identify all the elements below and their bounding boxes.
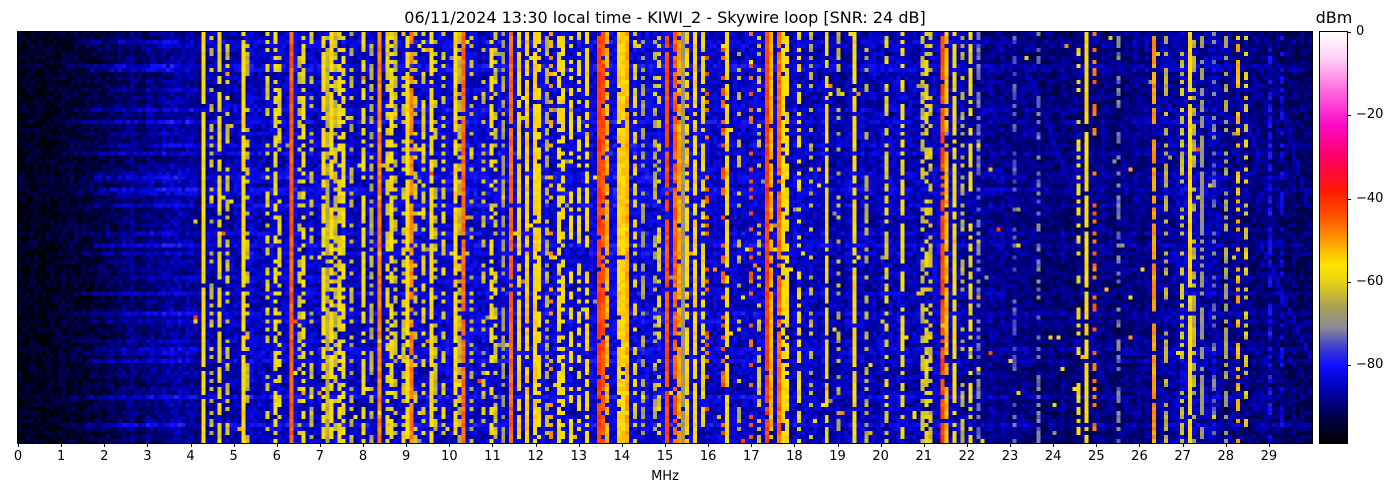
x-tick-label: 24 xyxy=(1044,449,1062,464)
x-tick-mark xyxy=(1182,443,1184,447)
waterfall-heatmap xyxy=(18,32,1312,443)
x-tick-mark xyxy=(18,443,19,447)
colorbar-tick-label: −20 xyxy=(1356,107,1384,123)
x-tick-label: 12 xyxy=(527,449,544,464)
x-tick-mark xyxy=(665,443,666,447)
x-tick-label: 2 xyxy=(100,449,109,464)
x-tick-label: 1 xyxy=(56,449,66,464)
x-tick-label: 4 xyxy=(186,449,195,464)
plot-frame xyxy=(17,31,1313,444)
x-tick-mark xyxy=(923,443,925,447)
x-tick-mark xyxy=(751,443,753,447)
x-tick-label: 25 xyxy=(1088,449,1105,464)
x-tick-label: 20 xyxy=(872,449,889,464)
x-axis-label: MHz xyxy=(651,469,679,484)
x-tick-mark xyxy=(1139,443,1141,447)
colorbar-tick-label: −80 xyxy=(1356,357,1384,373)
x-tick-label: 0 xyxy=(13,449,23,464)
x-tick-label: 29 xyxy=(1260,449,1278,464)
x-tick-label: 7 xyxy=(315,449,325,464)
x-tick-label: 16 xyxy=(699,449,717,464)
colorbar-gradient xyxy=(1320,32,1347,443)
x-tick-label: 18 xyxy=(786,449,803,464)
x-tick-label: 15 xyxy=(656,449,674,464)
x-tick-mark xyxy=(61,443,63,447)
colorbar-tick-label: −40 xyxy=(1356,190,1384,206)
x-tick-mark xyxy=(363,443,365,447)
x-tick-label: 5 xyxy=(229,449,238,464)
x-tick-mark xyxy=(190,443,192,447)
colorbar-tick-mark xyxy=(1347,282,1351,284)
x-tick-mark xyxy=(147,443,149,447)
x-tick-mark xyxy=(1096,443,1098,447)
x-tick-mark xyxy=(276,443,278,447)
x-tick-mark xyxy=(794,443,796,447)
x-tick-label: 13 xyxy=(570,449,587,464)
chart-title: 06/11/2024 13:30 local time - KIWI_2 - S… xyxy=(404,8,926,27)
x-tick-mark xyxy=(406,443,408,447)
x-tick-mark xyxy=(233,443,235,447)
x-tick-mark xyxy=(578,443,580,447)
x-tick-label: 17 xyxy=(742,449,760,464)
x-tick-mark xyxy=(621,443,623,447)
x-tick-mark xyxy=(449,443,451,447)
x-tick-label: 27 xyxy=(1174,449,1191,464)
colorbar-tick-label: 0 xyxy=(1356,24,1365,39)
x-tick-mark xyxy=(104,443,106,447)
x-tick-mark xyxy=(880,443,882,447)
colorbar-tick-mark xyxy=(1347,198,1351,200)
x-tick-label: 22 xyxy=(958,449,976,464)
colorbar-tick-label: −60 xyxy=(1356,274,1384,290)
colorbar-unit-label: dBm xyxy=(1315,8,1353,27)
x-tick-label: 14 xyxy=(613,449,631,464)
x-tick-label: 23 xyxy=(1001,449,1019,464)
x-tick-mark xyxy=(1010,443,1012,447)
x-tick-mark xyxy=(1053,443,1055,447)
colorbar-tick-mark xyxy=(1347,365,1351,367)
x-tick-label: 8 xyxy=(358,449,368,464)
colorbar-tick-mark xyxy=(1347,32,1351,33)
x-tick-mark xyxy=(837,443,839,447)
x-tick-label: 6 xyxy=(272,449,281,464)
colorbar-tick-mark xyxy=(1347,115,1351,117)
x-tick-label: 3 xyxy=(143,449,152,464)
x-tick-mark xyxy=(966,443,968,447)
x-tick-mark xyxy=(319,443,321,447)
x-tick-mark xyxy=(1225,443,1227,447)
x-tick-label: 10 xyxy=(441,449,458,464)
x-tick-label: 19 xyxy=(829,449,846,464)
colorbar xyxy=(1319,31,1348,444)
x-tick-label: 26 xyxy=(1131,449,1148,464)
x-tick-label: 28 xyxy=(1217,449,1234,464)
x-tick-label: 9 xyxy=(402,449,411,464)
x-tick-label: 11 xyxy=(484,449,501,464)
x-tick-mark xyxy=(708,443,710,447)
x-tick-mark xyxy=(1268,443,1270,447)
x-tick-mark xyxy=(535,443,537,447)
x-tick-label: 21 xyxy=(915,449,933,464)
x-tick-mark xyxy=(492,443,494,447)
